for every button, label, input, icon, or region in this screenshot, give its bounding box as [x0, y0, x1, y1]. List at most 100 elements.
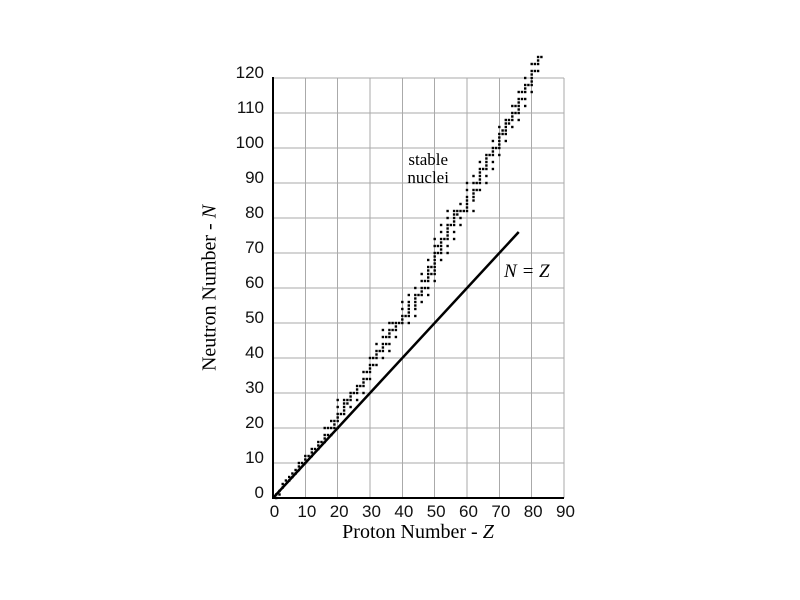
data-point: [378, 349, 381, 353]
data-point: [427, 258, 430, 262]
x-tick-label: 20: [329, 502, 349, 521]
data-point: [407, 314, 410, 318]
data-point: [507, 118, 511, 122]
data-point: [475, 181, 478, 185]
data-point: [439, 241, 443, 244]
data-point: [414, 300, 417, 304]
data-point: [439, 237, 443, 241]
data-point: [446, 209, 449, 213]
x-tick-label: 0: [269, 502, 280, 521]
data-point: [517, 118, 520, 122]
x-tick-label: 70: [491, 502, 511, 521]
data-point: [372, 356, 375, 360]
data-point: [446, 244, 449, 248]
data-point: [465, 199, 469, 202]
data-point: [520, 97, 524, 101]
data-point: [394, 325, 398, 328]
data-point: [420, 300, 423, 304]
data-point: [339, 412, 343, 416]
data-point: [281, 486, 284, 489]
data-point: [333, 426, 336, 430]
data-point: [430, 272, 433, 276]
data-point: [313, 447, 317, 451]
y-tick-label: 30: [245, 378, 264, 397]
x-tick-label: 90: [556, 502, 575, 521]
data-point: [359, 384, 362, 388]
data-point: [527, 83, 530, 87]
data-point: [362, 370, 365, 374]
data-point: [472, 192, 475, 195]
data-point: [407, 311, 410, 314]
data-point: [336, 419, 339, 423]
data-point: [462, 209, 465, 213]
data-point: [388, 328, 391, 332]
data-point: [472, 209, 475, 213]
data-point: [452, 220, 456, 223]
data-point: [391, 321, 394, 325]
data-point: [401, 300, 404, 304]
data-point: [485, 157, 488, 160]
data-point: [362, 384, 365, 388]
data-point: [452, 216, 456, 220]
data-point: [485, 160, 488, 164]
data-point: [342, 398, 346, 402]
x-axis-title-symbol: Z: [482, 521, 494, 543]
data-point: [524, 87, 527, 90]
data-point: [514, 104, 517, 108]
data-point: [297, 465, 301, 468]
data-point: [381, 346, 385, 349]
data-point: [310, 454, 313, 458]
data-point: [536, 55, 540, 59]
data-point: [420, 293, 423, 297]
data-point: [330, 419, 333, 423]
data-point: [317, 444, 320, 447]
data-point: [294, 468, 297, 472]
data-point: [342, 405, 346, 409]
data-point: [365, 377, 368, 381]
data-point: [407, 304, 410, 307]
data-point: [420, 279, 423, 283]
data-point: [375, 349, 378, 353]
data-point: [414, 307, 417, 311]
data-point: [317, 447, 320, 451]
data-point: [349, 395, 352, 398]
data-point: [517, 90, 520, 94]
data-point: [517, 111, 520, 115]
data-point: [465, 195, 469, 199]
data-point: [414, 297, 417, 300]
data-point: [352, 391, 355, 395]
data-point: [375, 342, 378, 346]
data-point: [491, 160, 495, 164]
data-point: [530, 76, 533, 80]
y-tick-label: 0: [254, 483, 264, 502]
x-tick-label: 30: [362, 502, 381, 521]
data-point: [540, 55, 543, 59]
data-point: [472, 199, 475, 202]
data-point: [456, 213, 459, 216]
data-point: [304, 458, 307, 461]
data-point: [485, 181, 488, 185]
data-point: [472, 174, 475, 178]
data-point: [427, 272, 430, 276]
data-point: [472, 181, 475, 185]
data-point: [391, 328, 394, 332]
annotation-stable-nuclei: stable nuclei: [407, 151, 449, 187]
data-point: [498, 125, 501, 129]
data-point: [485, 167, 488, 171]
data-point: [436, 244, 440, 248]
data-point: [284, 479, 288, 482]
data-point: [504, 132, 507, 136]
data-point: [427, 276, 430, 279]
data-point: [517, 104, 520, 108]
y-tick-label: 120: [235, 63, 264, 82]
data-point: [420, 286, 423, 290]
x-tick-label: 10: [297, 502, 317, 521]
data-point: [530, 73, 533, 76]
data-point: [498, 136, 501, 139]
data-point: [439, 223, 443, 227]
data-point: [533, 69, 537, 73]
data-point: [355, 388, 359, 391]
data-point: [478, 181, 482, 185]
